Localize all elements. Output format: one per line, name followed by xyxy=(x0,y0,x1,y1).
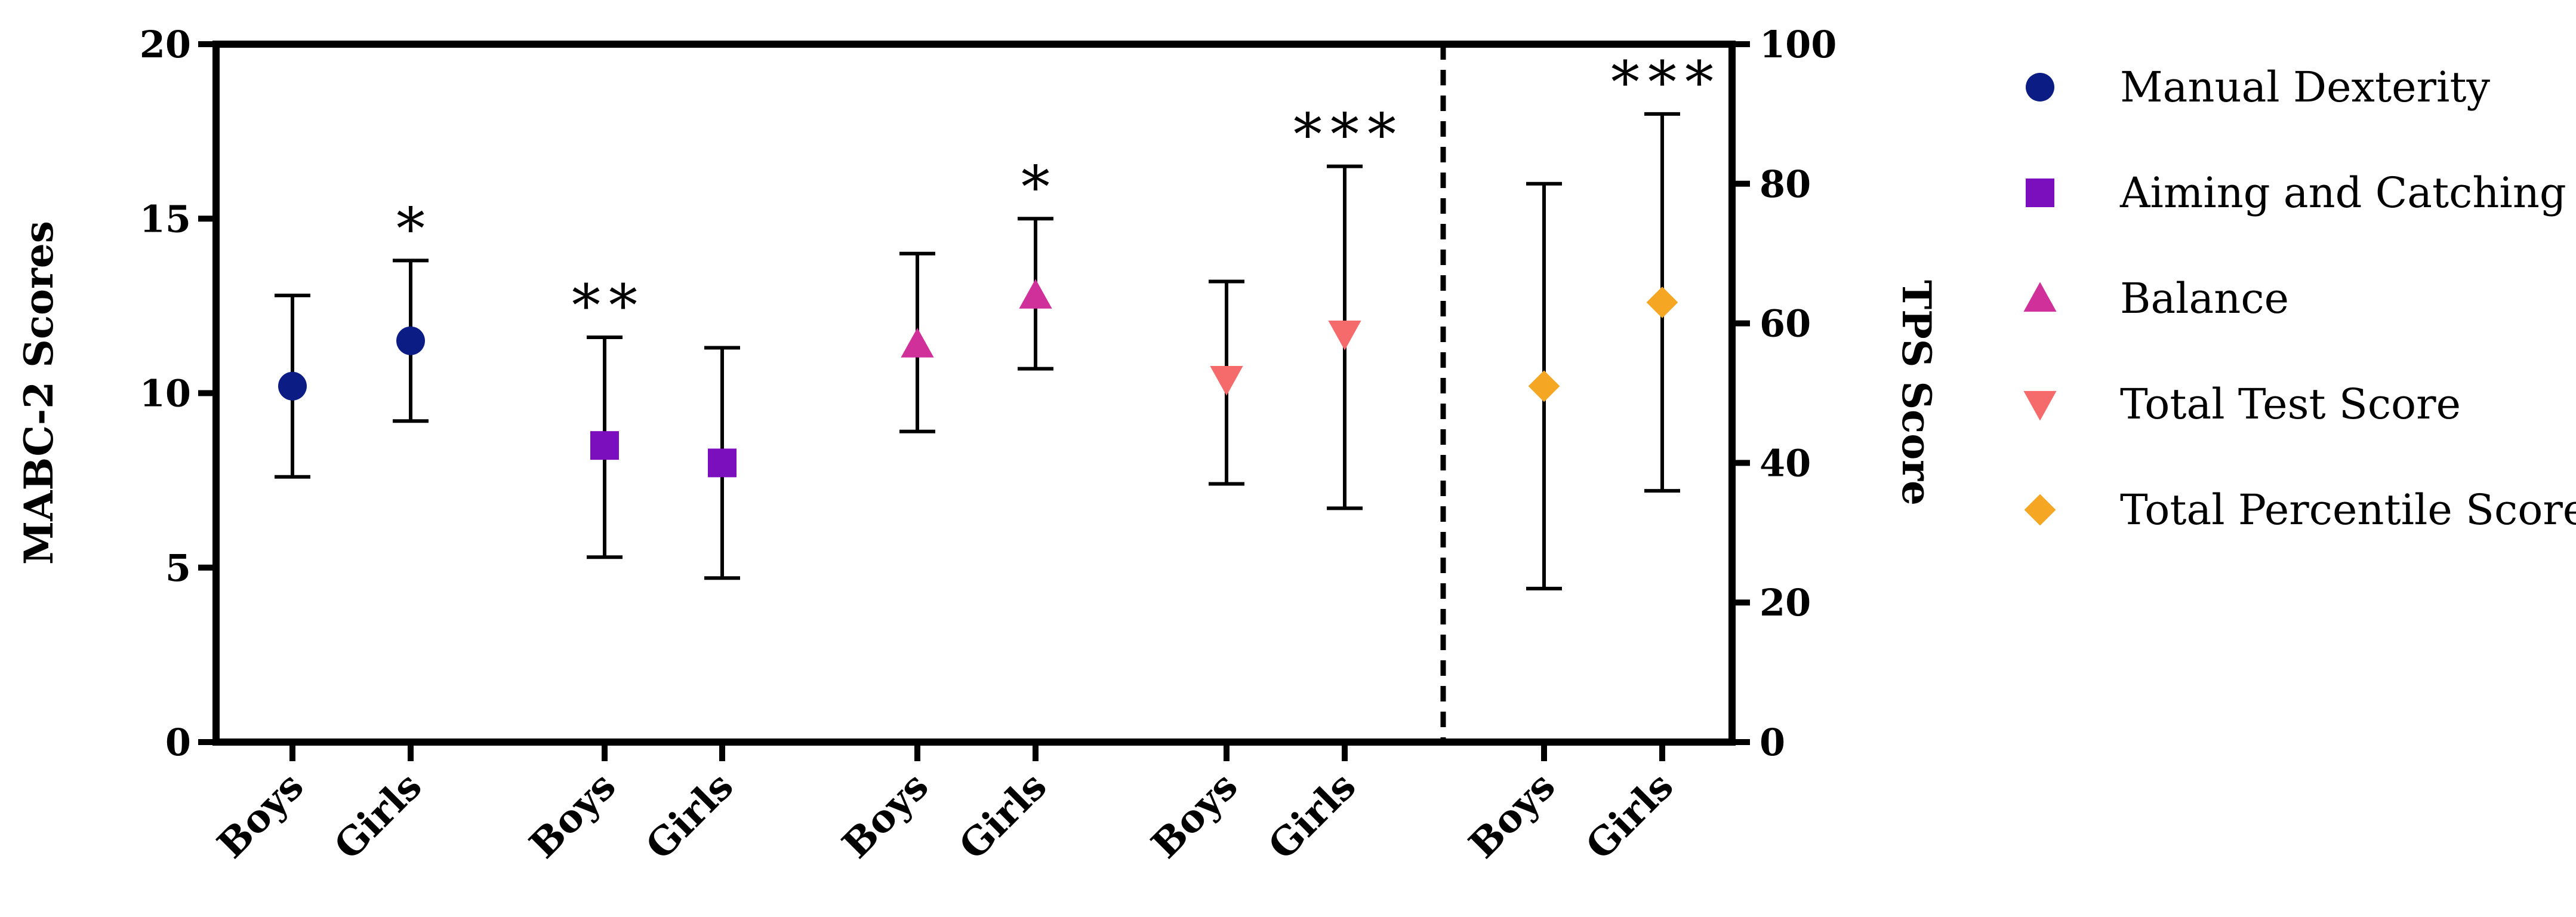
category-label: Girls xyxy=(1577,764,1682,868)
data-point xyxy=(1210,366,1243,396)
right-tick-label: 20 xyxy=(1760,581,1811,624)
right-tick-label: 0 xyxy=(1760,721,1785,764)
legend-marker xyxy=(2026,179,2054,207)
significance-label: *** xyxy=(1293,101,1404,168)
data-point xyxy=(901,328,934,358)
legend-label: Aiming and Catching xyxy=(2119,168,2566,217)
data-point xyxy=(1646,287,1678,318)
category-label: Girls xyxy=(326,764,430,868)
category-label: Boys xyxy=(521,764,624,867)
category-ticks: Boys Girls Boys Girls Boys Girls Boys Girls Boys… xyxy=(209,742,1682,869)
legend-marker xyxy=(2023,282,2057,312)
significance-label: * xyxy=(1021,153,1058,220)
data-point xyxy=(396,326,425,355)
data-point xyxy=(1328,321,1361,350)
significance-label: ** xyxy=(572,272,646,339)
significance-label: * xyxy=(396,195,433,262)
data-point xyxy=(1528,370,1560,402)
right-tick-label: 60 xyxy=(1760,302,1811,346)
right-tick-label: 80 xyxy=(1760,162,1811,206)
legend-marker xyxy=(2024,494,2056,526)
left-tick-label: 15 xyxy=(140,197,191,241)
left-axis-title: MABC-2 Scores xyxy=(16,221,62,565)
category-label: Girls xyxy=(951,764,1055,868)
right-tick-label: 100 xyxy=(1760,23,1837,66)
legend-label: Total Test Score xyxy=(2120,380,2461,429)
left-tick-label: 10 xyxy=(140,372,191,416)
category-label: Boys xyxy=(834,764,937,867)
left-tick-label: 20 xyxy=(140,23,191,66)
category-label: Girls xyxy=(1260,764,1364,868)
category-label: Boys xyxy=(1460,764,1564,867)
data-point xyxy=(708,448,737,478)
category-label: Girls xyxy=(637,764,742,868)
right-axis-ticks: 0 20 40 60 80 100 xyxy=(1732,23,1837,764)
data-point xyxy=(590,431,619,460)
right-axis-title: TPS Score xyxy=(1893,280,1940,506)
legend-label: Total Percentile Score xyxy=(2120,485,2576,534)
legend-label: Balance xyxy=(2120,274,2289,323)
left-axis-ticks: 0 5 10 15 20 xyxy=(140,23,216,764)
category-label: Boys xyxy=(209,764,312,867)
data-points: ********** xyxy=(275,49,1722,590)
legend-marker xyxy=(2023,390,2057,421)
left-tick-label: 5 xyxy=(165,546,191,590)
legend: Manual Dexterity Aiming and Catching Balan… xyxy=(2023,63,2576,534)
right-tick-label: 40 xyxy=(1760,441,1811,485)
legend-marker xyxy=(2026,73,2054,101)
category-label: Boys xyxy=(1143,764,1246,867)
data-point xyxy=(1019,279,1052,309)
left-tick-label: 0 xyxy=(165,721,191,764)
significance-label: *** xyxy=(1611,49,1722,116)
data-point xyxy=(278,371,307,401)
legend-label: Manual Dexterity xyxy=(2120,63,2491,112)
